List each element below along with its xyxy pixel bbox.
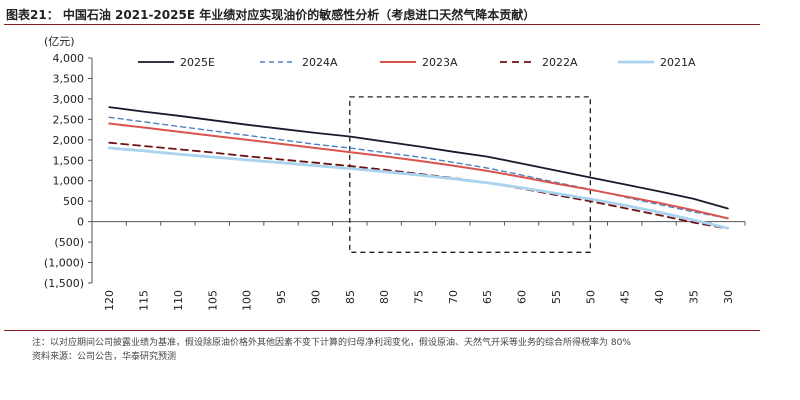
y-tick-label: 1,500 xyxy=(53,154,85,167)
chart-title: 图表21： 中国石油 2021-2025E 年业绩对应实现油价的敏感性分析（考虑… xyxy=(6,8,536,22)
x-tick-label: 75 xyxy=(413,290,426,304)
x-tick-label: 35 xyxy=(687,290,700,304)
x-tick-label: 110 xyxy=(172,290,185,311)
x-tick-label: 95 xyxy=(275,290,288,304)
x-tick-label: 70 xyxy=(447,290,460,304)
y-tick-label: 3,000 xyxy=(53,93,85,106)
legend-label-2023a: 2023A xyxy=(422,56,458,69)
source-note: 资料来源：公司公告，华泰研究预测 xyxy=(32,352,177,362)
series-line-2022a xyxy=(108,141,729,230)
x-tick-label: 50 xyxy=(584,290,597,304)
x-tick-label: 90 xyxy=(309,290,322,304)
y-tick-label: (500) xyxy=(54,236,84,249)
series-line-2024a xyxy=(108,116,729,220)
x-tick-label: 105 xyxy=(206,290,219,311)
x-tick-label: 55 xyxy=(550,290,563,304)
y-tick-label: 3,500 xyxy=(53,72,85,85)
x-tick-label: 30 xyxy=(722,290,735,304)
x-tick-label: 45 xyxy=(619,290,632,304)
legend-label-2024a: 2024A xyxy=(302,56,338,69)
legend-label-2021a: 2021A xyxy=(660,56,696,69)
title-bar: 图表21： 中国石油 2021-2025E 年业绩对应实现油价的敏感性分析（考虑… xyxy=(4,4,760,25)
x-tick-label: 120 xyxy=(103,290,116,311)
y-tick-label: 4,000 xyxy=(53,52,85,65)
x-tick-label: 65 xyxy=(481,290,494,304)
y-tick-label: 1,000 xyxy=(53,175,85,188)
y-tick-label: 2,000 xyxy=(53,134,85,147)
x-tick-label: 85 xyxy=(344,290,357,304)
x-tick-label: 100 xyxy=(241,290,254,311)
series-line-2025e xyxy=(108,106,729,210)
bottom-rule xyxy=(4,330,760,331)
series-line-2021a xyxy=(107,146,730,230)
y-tick-label: (1,000) xyxy=(44,257,84,270)
y-tick-label: 500 xyxy=(63,195,84,208)
y-tick-label: (1,500) xyxy=(44,277,84,290)
x-tick-label: 40 xyxy=(653,290,666,304)
x-tick-label: 80 xyxy=(378,290,391,304)
y-axis-unit: (亿元) xyxy=(44,35,75,48)
series-line-2023a xyxy=(108,122,729,220)
legend-label-2022a: 2022A xyxy=(542,56,578,69)
highlight-box xyxy=(349,96,591,253)
footnote: 注：以对应期间公司披露业绩为基准，假设除原油价格外其他因素不变下计算的归母净利润… xyxy=(32,338,631,348)
x-tick-label: 115 xyxy=(138,290,151,311)
legend-label-2025e: 2025E xyxy=(180,56,215,69)
y-tick-label: 2,500 xyxy=(53,113,85,126)
y-tick-label: 0 xyxy=(77,216,84,229)
x-tick-label: 60 xyxy=(516,290,529,304)
